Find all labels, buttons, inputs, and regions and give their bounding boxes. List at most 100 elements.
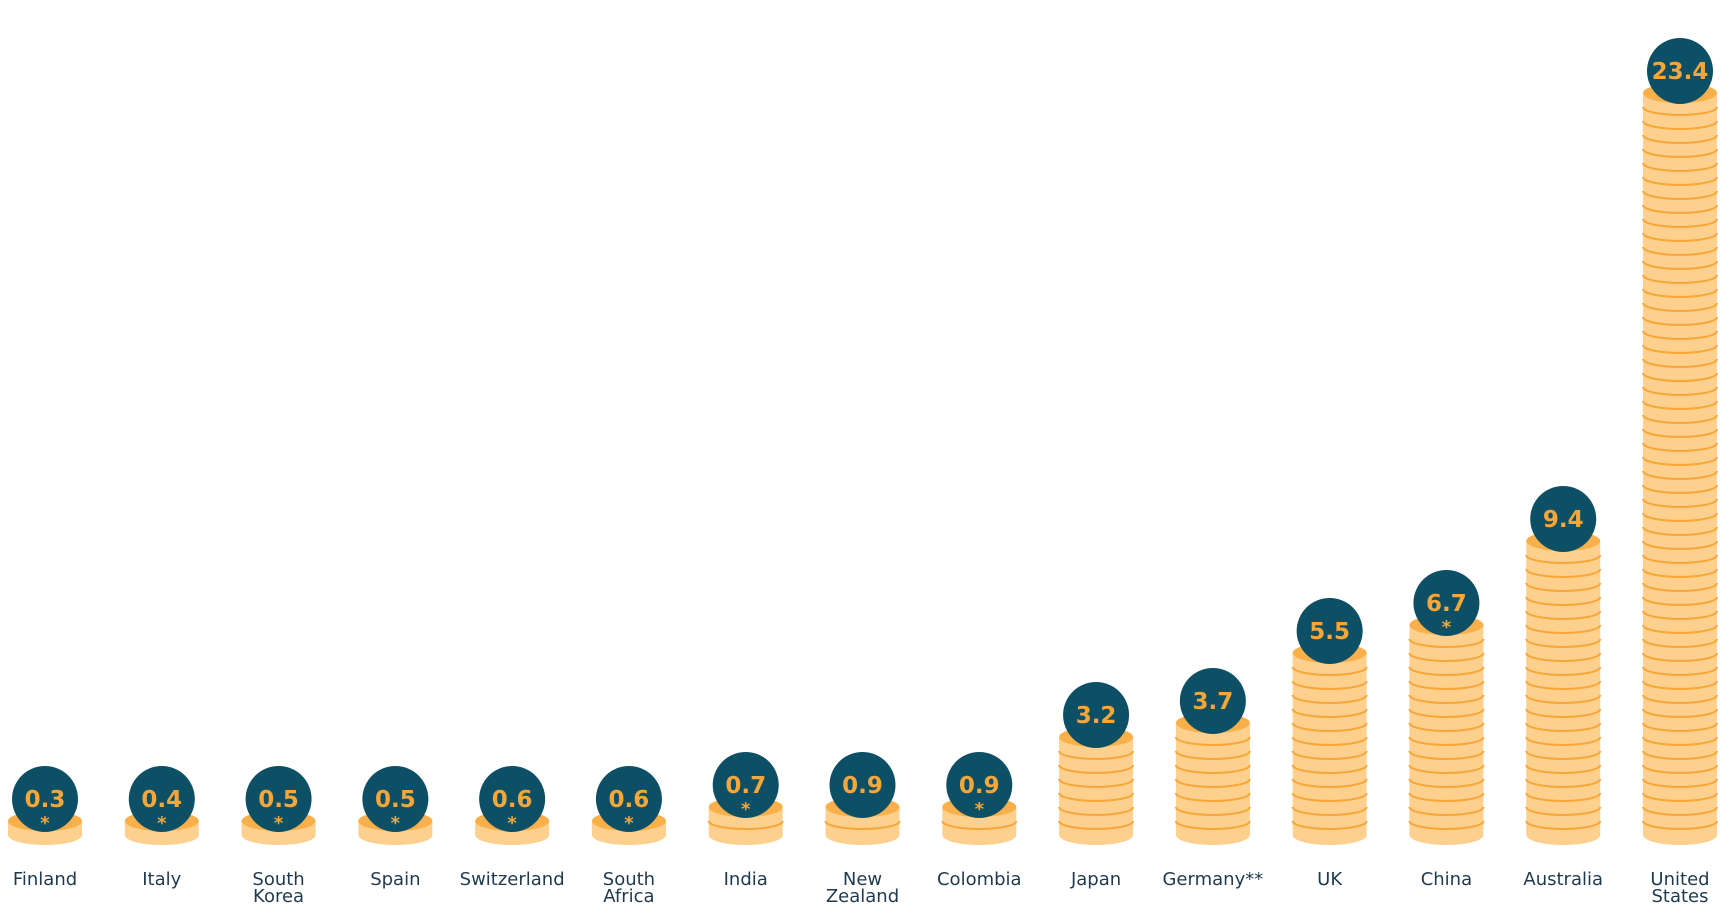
value-label: 0.9 bbox=[842, 773, 883, 799]
bubble-circle bbox=[245, 766, 312, 832]
coin-edge bbox=[1642, 498, 1718, 508]
coin-edge bbox=[1642, 148, 1718, 158]
bubble-circle bbox=[712, 752, 779, 818]
coin-edge bbox=[1525, 722, 1602, 732]
coin-edge bbox=[1291, 722, 1368, 732]
coin-edge bbox=[1642, 120, 1718, 130]
coin-edge bbox=[1642, 442, 1718, 452]
category-label: New Zealand bbox=[826, 869, 899, 905]
coin-edge bbox=[1642, 190, 1718, 200]
coin-bottom bbox=[241, 825, 316, 845]
value-marker: * bbox=[40, 813, 50, 834]
bubble-circle bbox=[595, 766, 662, 832]
coin-edge bbox=[1408, 680, 1485, 690]
bubble-circle bbox=[479, 766, 546, 832]
coin-edge bbox=[1642, 246, 1718, 256]
coin-bottom bbox=[475, 825, 550, 845]
coin-edge bbox=[1642, 708, 1718, 718]
coin-edge bbox=[1408, 708, 1485, 718]
value-label: 0.6 bbox=[609, 787, 650, 813]
value-label: 0.6 bbox=[492, 787, 533, 813]
coin-bottom bbox=[942, 825, 1017, 845]
value-marker: * bbox=[624, 813, 634, 834]
coin-edge bbox=[1642, 638, 1718, 648]
coin-edge bbox=[1525, 596, 1602, 606]
coin-edge bbox=[1058, 750, 1135, 760]
category-label: United States bbox=[1650, 869, 1709, 905]
bubble-circle bbox=[12, 766, 78, 832]
coin-edge bbox=[1174, 778, 1251, 788]
coin-bottom bbox=[1409, 825, 1484, 845]
coin-edge bbox=[1525, 792, 1602, 802]
value-label: 0.5 bbox=[375, 787, 416, 813]
category-label: Germany** bbox=[1162, 869, 1263, 890]
coin-edge bbox=[1642, 386, 1718, 396]
value-bubble: 0.3* bbox=[12, 766, 78, 834]
coin-edge bbox=[1642, 610, 1718, 620]
coin-edge bbox=[1291, 750, 1368, 760]
coin-edge bbox=[1525, 568, 1602, 578]
coin-edge bbox=[1525, 806, 1602, 816]
coin-bottom bbox=[591, 825, 666, 845]
category-label: South Africa bbox=[603, 869, 655, 905]
value-label: 0.3 bbox=[25, 787, 66, 813]
coin-edge bbox=[1642, 680, 1718, 690]
bubble-circle bbox=[829, 752, 896, 818]
coin-edge bbox=[1408, 638, 1485, 648]
coin-edge bbox=[1408, 778, 1485, 788]
value-marker: * bbox=[975, 799, 985, 820]
coin-edge bbox=[1408, 792, 1485, 802]
coin-edge bbox=[1642, 428, 1718, 438]
value-label: 0.5 bbox=[258, 787, 299, 813]
category-label: Italy bbox=[142, 869, 181, 890]
coin-edge bbox=[1058, 764, 1135, 774]
value-marker: * bbox=[157, 813, 167, 834]
coin-bottom bbox=[358, 825, 433, 845]
coin-stack bbox=[1642, 83, 1718, 845]
coin-edge bbox=[1642, 526, 1718, 536]
bubble-circle bbox=[1296, 598, 1363, 664]
coin-edge bbox=[1642, 414, 1718, 424]
coin-edge bbox=[1642, 568, 1718, 578]
category-label: China bbox=[1421, 869, 1472, 890]
coin-edge bbox=[1525, 624, 1602, 634]
coin-edge bbox=[1291, 820, 1368, 830]
value-bubble: 6.7* bbox=[1413, 570, 1480, 638]
coin-edge bbox=[1525, 582, 1602, 592]
bubble-circle bbox=[1063, 682, 1130, 748]
value-bubbles: 0.3*0.4*0.5*0.5*0.6*0.6*0.7*0.9 0.9*3.23.… bbox=[12, 38, 1713, 834]
coin-edge bbox=[1642, 134, 1718, 144]
category-label: Finland bbox=[13, 869, 77, 890]
coin-edge bbox=[1408, 806, 1485, 816]
coin-edge bbox=[1642, 624, 1718, 634]
coin-edge bbox=[1291, 680, 1368, 690]
value-marker: * bbox=[507, 813, 517, 834]
coin-edge bbox=[1642, 316, 1718, 326]
coin-edge bbox=[1642, 372, 1718, 382]
coin-edge bbox=[1642, 358, 1718, 368]
value-marker: * bbox=[274, 813, 284, 834]
value-bubble: 0.6* bbox=[479, 766, 546, 834]
coin-bottom bbox=[8, 825, 82, 845]
coin-edge bbox=[1058, 778, 1135, 788]
value-label: 0.4 bbox=[141, 787, 182, 813]
coin-bottom bbox=[1292, 825, 1367, 845]
coin-edge bbox=[1642, 694, 1718, 704]
bubble-circle bbox=[1413, 570, 1480, 636]
coin-stack bbox=[1525, 531, 1602, 845]
coin-edge bbox=[1174, 820, 1251, 830]
value-bubble: 3.2 bbox=[1063, 682, 1130, 748]
coin-edge bbox=[1525, 736, 1602, 746]
value-bubble: 0.5* bbox=[362, 766, 429, 834]
coin-edge bbox=[1642, 554, 1718, 564]
coin-stack bbox=[1291, 643, 1368, 845]
value-bubble: 0.5* bbox=[245, 766, 312, 834]
coin-stacks bbox=[8, 83, 1718, 845]
coin-edge bbox=[1642, 764, 1718, 774]
coin-edge bbox=[1408, 694, 1485, 704]
coin-edge bbox=[1642, 722, 1718, 732]
coin-edge bbox=[1525, 764, 1602, 774]
bubble-circle bbox=[1647, 38, 1713, 104]
coin-edge bbox=[1291, 778, 1368, 788]
